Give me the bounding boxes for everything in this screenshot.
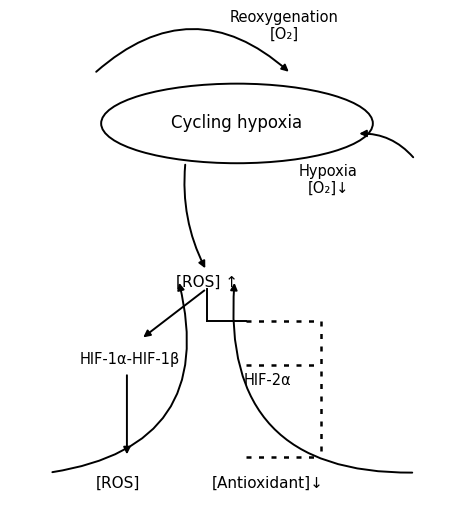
Text: [Antioxidant]↓: [Antioxidant]↓ xyxy=(211,475,323,490)
Text: HIF-1α-HIF-1β: HIF-1α-HIF-1β xyxy=(79,352,179,367)
Text: Reoxygenation
[O₂]: Reoxygenation [O₂] xyxy=(229,10,338,42)
Text: Cycling hypoxia: Cycling hypoxia xyxy=(172,114,302,132)
Text: Hypoxia
[O₂]↓: Hypoxia [O₂]↓ xyxy=(299,163,358,196)
Text: [ROS] ↑: [ROS] ↑ xyxy=(175,275,237,290)
Text: HIF-2α: HIF-2α xyxy=(244,373,292,388)
Text: [ROS]: [ROS] xyxy=(95,475,140,490)
